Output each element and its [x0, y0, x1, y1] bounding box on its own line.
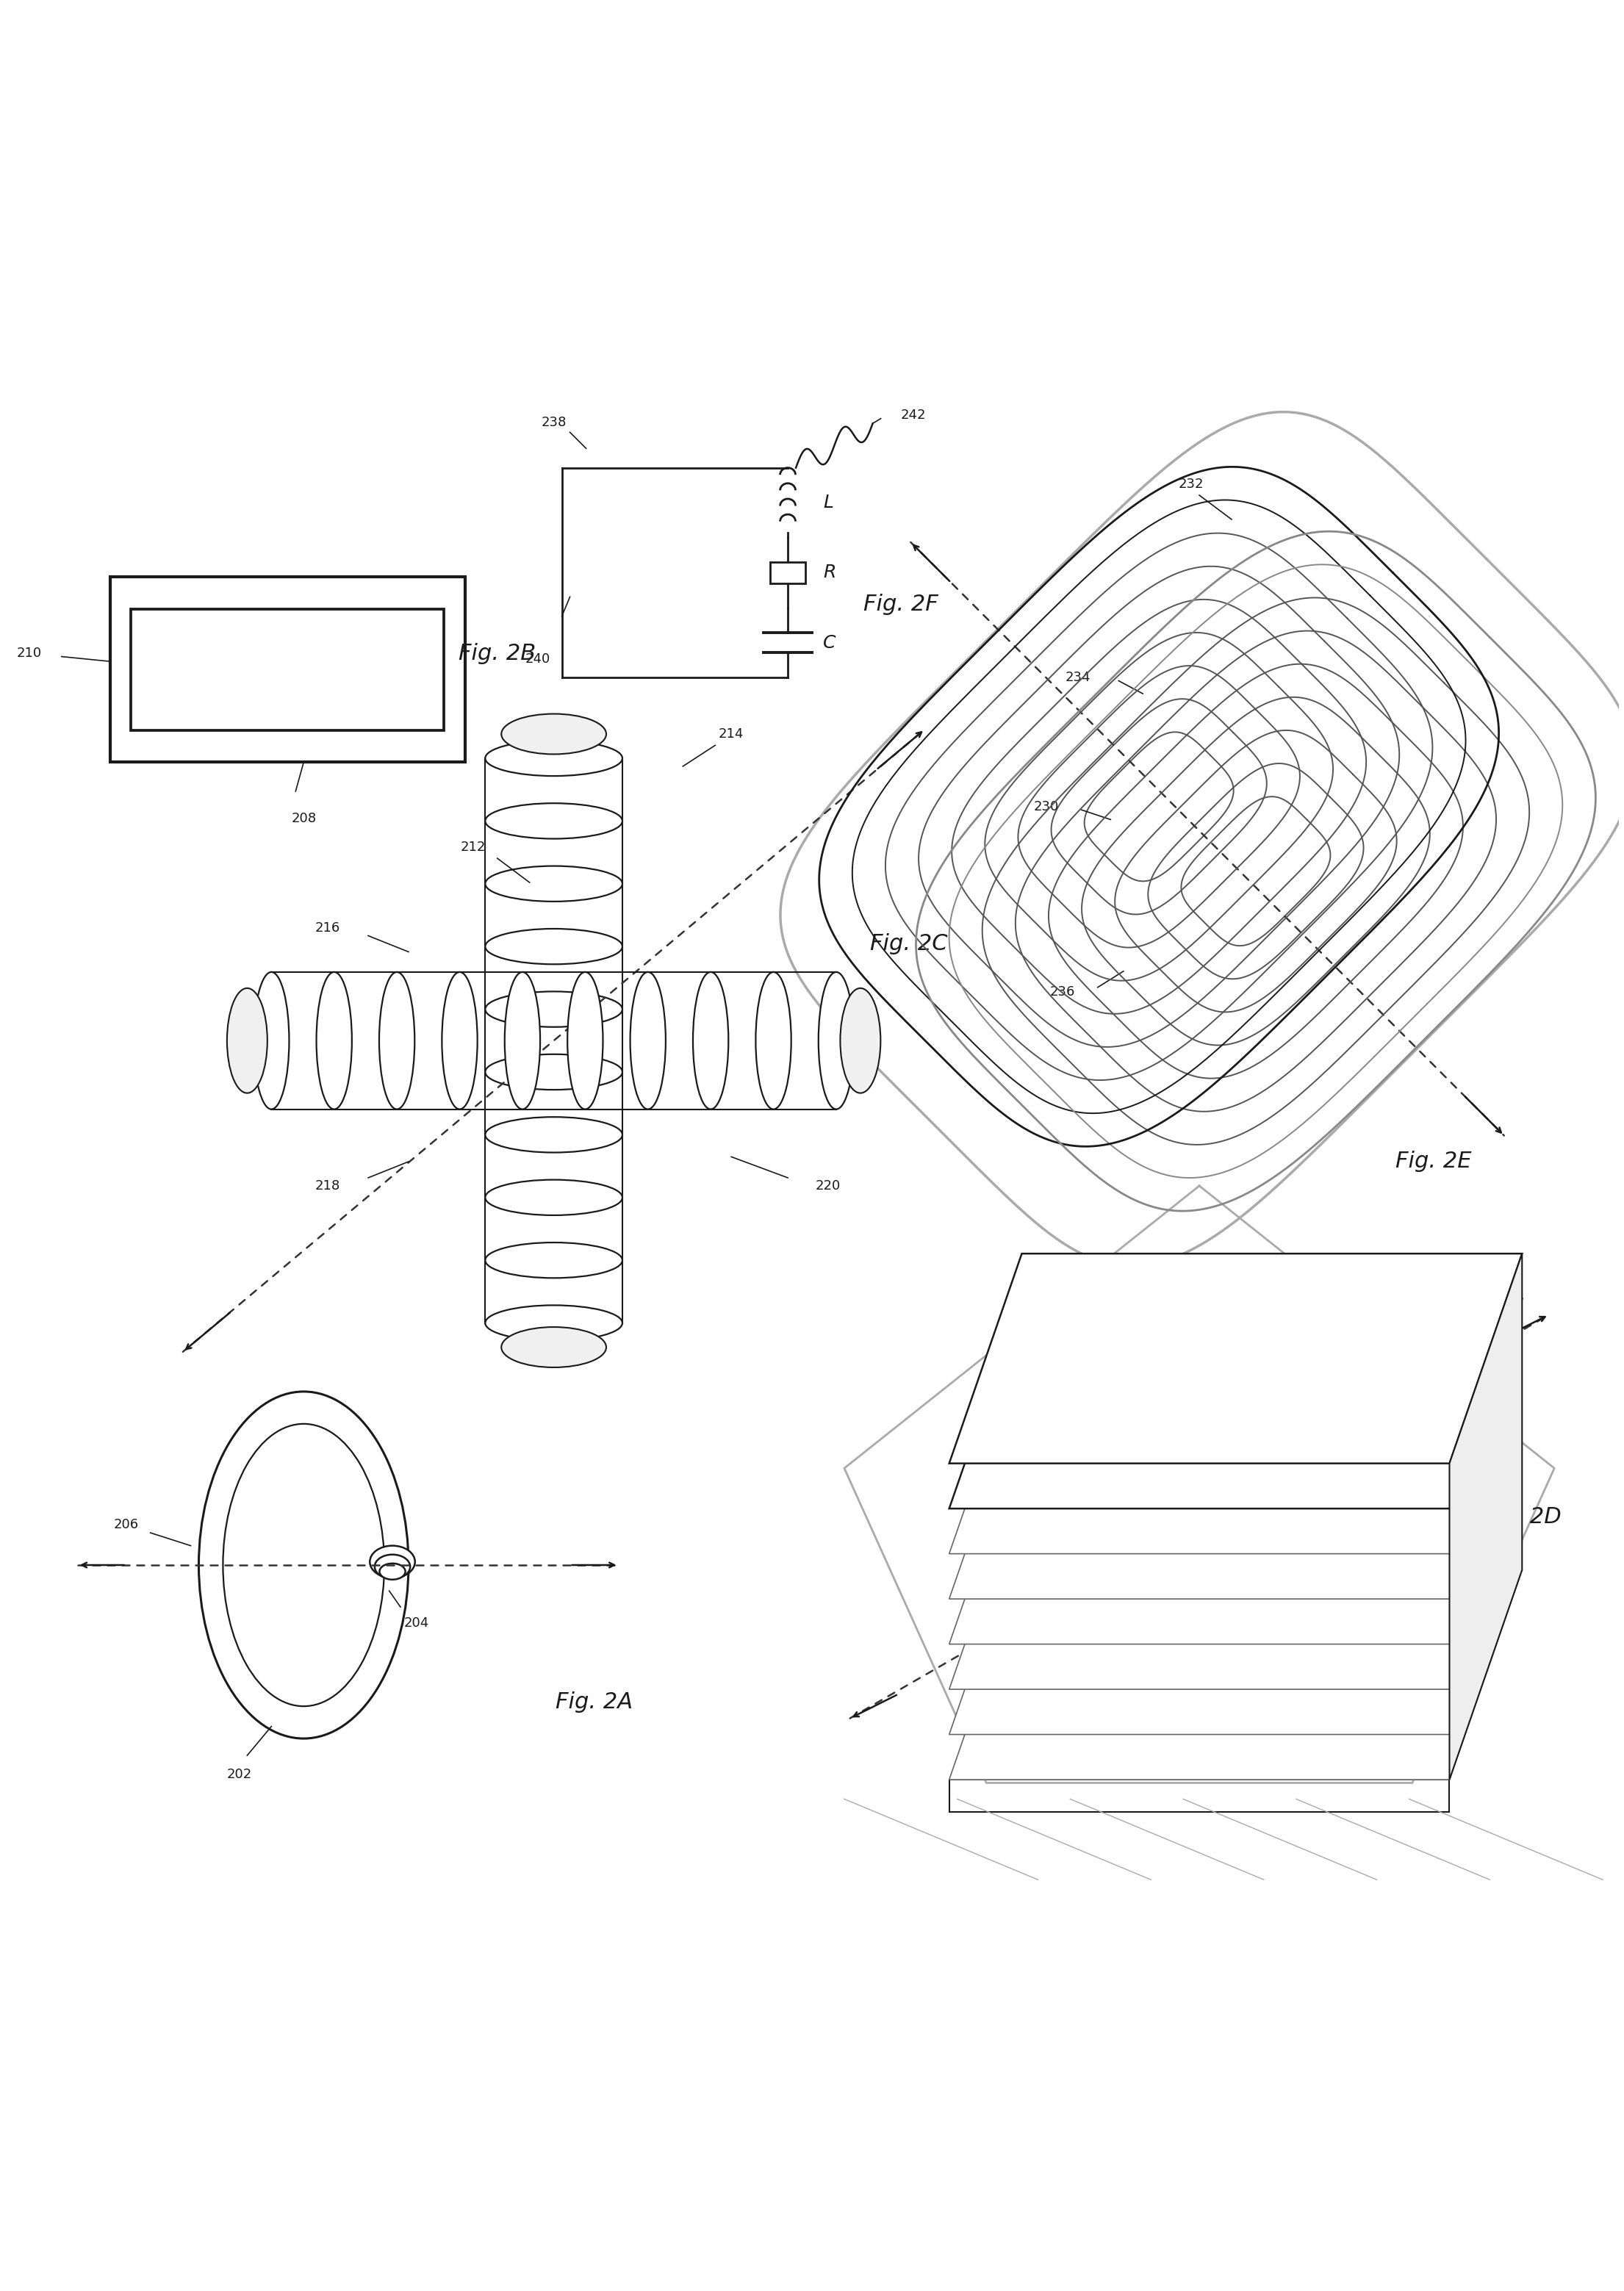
Ellipse shape	[486, 928, 622, 965]
Polygon shape	[948, 1299, 1522, 1507]
Text: Fig. 2D: Fig. 2D	[1483, 1505, 1562, 1528]
Text: Fig. 2B: Fig. 2B	[458, 644, 536, 664]
Text: 222: 222	[1009, 1510, 1034, 1524]
Text: 218: 218	[315, 1180, 341, 1191]
Text: C: C	[823, 635, 836, 651]
Ellipse shape	[502, 1326, 606, 1368]
Text: 242: 242	[900, 408, 926, 422]
Bar	[193, 632, 382, 706]
Ellipse shape	[370, 1546, 416, 1578]
Polygon shape	[948, 1388, 1522, 1599]
Text: 220: 220	[815, 1180, 841, 1191]
Text: 240: 240	[525, 653, 551, 664]
Ellipse shape	[317, 971, 352, 1109]
Bar	[770, 561, 806, 584]
Polygon shape	[948, 1569, 1522, 1780]
Polygon shape	[948, 1780, 1450, 1812]
Text: Fig. 2A: Fig. 2A	[555, 1691, 633, 1714]
Ellipse shape	[505, 971, 541, 1109]
Ellipse shape	[818, 971, 854, 1109]
Text: 238: 238	[541, 417, 567, 428]
Bar	[132, 609, 443, 731]
Ellipse shape	[486, 1180, 622, 1214]
Text: R: R	[823, 564, 836, 582]
Ellipse shape	[486, 740, 622, 777]
Text: 236: 236	[1049, 985, 1075, 999]
Text: 228: 228	[1236, 1301, 1260, 1313]
Ellipse shape	[486, 1054, 622, 1091]
Bar	[153, 641, 424, 699]
Text: 230: 230	[1033, 800, 1059, 813]
Text: 216: 216	[315, 921, 341, 935]
Text: 212: 212	[461, 841, 486, 855]
Ellipse shape	[840, 987, 880, 1093]
Bar	[172, 664, 403, 674]
Ellipse shape	[378, 971, 414, 1109]
Polygon shape	[948, 1526, 1522, 1734]
Polygon shape	[948, 1480, 1522, 1688]
Polygon shape	[948, 1434, 1522, 1645]
Ellipse shape	[442, 971, 477, 1109]
Ellipse shape	[486, 1242, 622, 1278]
Ellipse shape	[502, 715, 606, 754]
Ellipse shape	[486, 866, 622, 900]
Text: 234: 234	[1065, 671, 1091, 685]
Text: Fig. 2F: Fig. 2F	[864, 593, 939, 614]
Ellipse shape	[693, 971, 729, 1109]
Polygon shape	[1450, 1253, 1522, 1780]
Ellipse shape	[375, 1556, 411, 1578]
Ellipse shape	[380, 1562, 406, 1578]
Ellipse shape	[567, 971, 603, 1109]
Text: Fig. 2E: Fig. 2E	[1395, 1150, 1471, 1173]
Text: 214: 214	[719, 729, 744, 740]
Polygon shape	[948, 1345, 1522, 1553]
Ellipse shape	[486, 992, 622, 1026]
Polygon shape	[948, 1253, 1522, 1464]
Bar	[110, 577, 464, 763]
Text: 210: 210	[16, 646, 42, 660]
Text: 204: 204	[404, 1617, 429, 1629]
Ellipse shape	[630, 971, 666, 1109]
Ellipse shape	[253, 971, 289, 1109]
Ellipse shape	[486, 804, 622, 839]
Text: 208: 208	[291, 811, 317, 825]
Text: 202: 202	[226, 1769, 252, 1782]
Text: 224: 224	[1009, 1583, 1034, 1597]
Text: Fig. 2C: Fig. 2C	[870, 932, 947, 955]
Text: L: L	[823, 495, 833, 511]
Ellipse shape	[755, 971, 791, 1109]
Text: 232: 232	[1179, 477, 1203, 490]
Ellipse shape	[486, 1306, 622, 1340]
Ellipse shape	[227, 987, 268, 1093]
Text: 206: 206	[114, 1519, 138, 1530]
Ellipse shape	[486, 1118, 622, 1152]
Text: 226: 226	[1494, 1285, 1518, 1297]
